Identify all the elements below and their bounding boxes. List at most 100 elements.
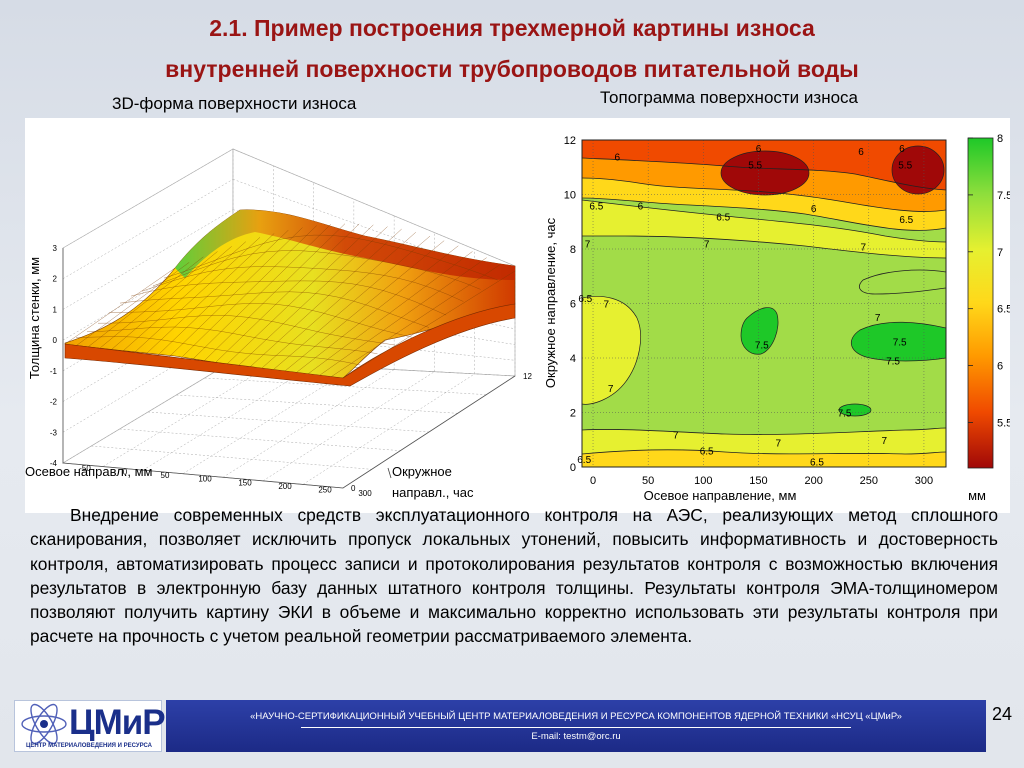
- 3d-mesh-line: [130, 280, 447, 316]
- topogram-chart: 665.56 65.56.5 66.566.57 7 76.5 777.5 7.57.577…: [543, 133, 1010, 503]
- colorbar-tick-label: 7.5: [997, 190, 1010, 202]
- 3d-mesh-line: [75, 336, 361, 366]
- 3d-mesh-line: [192, 224, 331, 360]
- topo-y-axis-label: Окружное направление, час: [543, 217, 558, 388]
- 3d-mesh-line: [238, 226, 388, 366]
- 3d-grid-z-right: [232, 148, 516, 267]
- topo-contour-label: 7.5: [886, 357, 900, 368]
- 3d-mesh-line: [331, 263, 501, 377]
- topo-y-ticks: 0 2 4 6 8 10 12: [564, 135, 576, 474]
- 3d-mesh-line: [284, 240, 445, 372]
- topo-contour-label: 7: [603, 300, 609, 311]
- 3d-mesh-line: [250, 228, 402, 367]
- 3d-y-axis-label-pointer: [387, 467, 392, 479]
- topo-contour-label: 6: [615, 152, 621, 163]
- 3d-mesh-line: [180, 225, 317, 359]
- subtitle-3d: 3D-форма поверхности износа: [112, 94, 357, 113]
- 3d-x-tick-label: -50: [79, 464, 91, 473]
- topo-contour-label: 7: [704, 240, 710, 251]
- topo-contour-label: 7: [860, 242, 866, 253]
- 3d-grid-z-left: [62, 179, 234, 279]
- 3d-z-tick-label: -1: [50, 367, 58, 376]
- topo-contour-label: 6: [638, 201, 644, 212]
- topo-contour-label: 6.5: [899, 215, 913, 226]
- 3d-grid-z-right: [232, 300, 516, 345]
- 3d-x-tick-label: 250: [318, 485, 332, 494]
- topo-x-ticks: 0 50 100 150 200 250 300: [590, 475, 933, 487]
- title-line-2: внутренней поверхности трубопроводов пит…: [165, 56, 859, 82]
- atom-logo-icon: [21, 703, 67, 745]
- 3d-x-tick-label: 100: [198, 475, 212, 484]
- 3d-z-axis-label: Толщина стенки, мм: [27, 257, 42, 379]
- 3d-mesh-line: [86, 326, 378, 354]
- topo-patch-green-right: [850, 321, 946, 362]
- title-line-1: 2.1. Пример построения трехмерной картин…: [209, 15, 815, 41]
- topo-contour-label: 7: [881, 436, 887, 447]
- topo-y-tick-label: 10: [564, 190, 576, 202]
- subtitle-topogram: Топограмма поверхности износа: [600, 88, 858, 107]
- footer-organization: «НАУЧНО-СЕРТИФИКАЦИОННЫЙ УЧЕБНЫЙ ЦЕНТР М…: [250, 711, 902, 722]
- 3d-y-axis-label-line1: Окружное: [392, 464, 452, 479]
- 3d-mesh-line: [308, 251, 473, 374]
- 3d-z-tick-label: -2: [50, 398, 58, 407]
- topo-x-axis-label: Осевое направление, мм: [644, 488, 797, 503]
- 3d-x-ticks: -50 0 50 100 150 200 250 300: [79, 464, 372, 498]
- topo-patch-left: [582, 296, 641, 405]
- topo-contour-7-upper: [582, 199, 946, 243]
- topo-y-tick-label: 4: [570, 353, 576, 365]
- 3d-mesh-line: [152, 250, 481, 290]
- 3d-x-axis-label: Осевое направл., мм: [25, 464, 153, 479]
- charts-panel: -4 -3 -2 -1 0 1 2 3 -50 0 50 100 150 200 250 300 0 12 Т…: [25, 118, 1010, 513]
- topo-patch-green-center: [740, 307, 779, 355]
- description-paragraph: Внедрение современных средств эксплуатац…: [30, 505, 998, 647]
- 3d-axis-frame: [62, 248, 516, 489]
- topo-y-tick-label: 2: [570, 408, 576, 420]
- 3d-surface-ridge: [175, 209, 515, 280]
- topo-contour-5_5: [582, 157, 946, 191]
- 3d-x-tick-label: 200: [278, 482, 292, 491]
- topo-contour-label: 6: [858, 147, 864, 158]
- topo-x-tick-label: 100: [694, 475, 712, 487]
- 3d-mesh-line: [119, 291, 430, 328]
- topo-contour-label: 7: [585, 240, 591, 251]
- colorbar-tick-label: 7: [997, 247, 1003, 259]
- logo-text: ЦМиР: [69, 703, 166, 742]
- topo-contour-label: 7: [673, 430, 679, 441]
- 3d-z-tick-label: 0: [53, 336, 58, 345]
- 3d-mesh-line: [169, 227, 303, 357]
- footer-divider: [301, 727, 851, 728]
- 3d-mesh-line: [97, 315, 395, 346]
- 3d-z-tick-label: 2: [53, 275, 58, 284]
- 3d-x-tick-label: 0: [123, 468, 128, 477]
- topo-pit-right: [891, 145, 945, 195]
- 3d-surface-front-edge: [64, 303, 516, 387]
- 3d-mesh-line: [111, 246, 232, 350]
- topo-contour-label: 6.5: [577, 455, 591, 466]
- footer-email[interactable]: E-mail: testm@orc.ru: [531, 731, 621, 742]
- topo-contour-6_5-lower: [582, 449, 946, 455]
- 3d-grid-y: [176, 394, 458, 414]
- 3d-mesh-line: [122, 241, 246, 352]
- colorbar-tick-label: 5.5: [997, 417, 1010, 429]
- topo-y-tick-label: 12: [564, 135, 576, 147]
- topo-contour-label: 6: [756, 144, 762, 155]
- topo-contour-label: 6.5: [589, 201, 603, 212]
- topo-x-tick-label: 200: [804, 475, 822, 487]
- colorbar-unit-label: мм: [968, 488, 986, 503]
- topo-y-tick-label: 6: [570, 299, 576, 311]
- 3d-mesh-line: [273, 235, 431, 370]
- topo-contour-label: 7: [608, 384, 614, 395]
- 3d-mesh-line: [64, 267, 176, 345]
- colorbar: [967, 137, 994, 469]
- topo-contour-label: 5.5: [748, 161, 762, 172]
- 3d-mesh-line: [163, 234, 498, 281]
- 3d-z-tick-label: 3: [53, 244, 58, 253]
- topo-band-6_5-lower: [582, 449, 946, 467]
- 3d-mesh-line: [203, 223, 346, 362]
- topo-contour-label: 5.5: [898, 161, 912, 172]
- topo-contour-7-upper-b: [582, 235, 946, 259]
- logo-caption: ЦЕНТР МАТЕРИАЛОВЕДЕНИЯ И РЕСУРСА: [26, 743, 152, 749]
- topo-x-tick-label: 250: [860, 475, 878, 487]
